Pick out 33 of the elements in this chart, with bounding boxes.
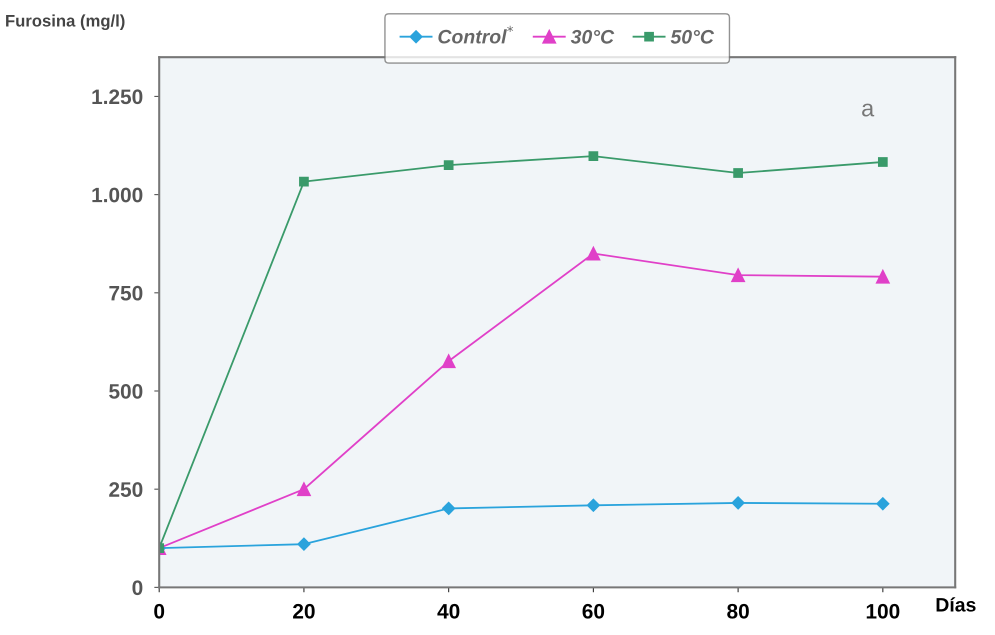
y-tick-label: 1.000 [92, 188, 142, 202]
y-tick-label: 750 [109, 286, 142, 301]
point [876, 270, 890, 284]
point [296, 482, 311, 496]
x-tick-label: 100 [866, 604, 900, 619]
point [731, 268, 746, 282]
x-tick-label: 20 [293, 604, 315, 619]
y-tick-label: 1.250 [92, 89, 142, 104]
x-tick-label: 40 [437, 604, 460, 619]
point [442, 502, 456, 516]
point [732, 496, 745, 510]
x-tick-label: 0 [154, 604, 164, 619]
x-tick-label: 80 [727, 604, 749, 619]
legend-label: Control$^{*}$ [438, 26, 514, 44]
y-axis-title: Furosina (mg/l) [6, 14, 125, 30]
point [299, 176, 309, 187]
y-tick-label: 250 [109, 482, 142, 497]
point [588, 151, 598, 161]
point [878, 157, 888, 167]
point [444, 160, 454, 170]
x-tick-label: 60 [582, 604, 604, 619]
point [733, 168, 743, 178]
legend-label: 30°C [570, 30, 614, 44]
x-axis-title: Días [936, 597, 976, 612]
point [442, 354, 456, 368]
annotation: a [862, 104, 874, 117]
point [586, 498, 600, 512]
point [876, 497, 890, 510]
y-tick-label: 500 [109, 384, 142, 399]
legend-label: 50°C [670, 30, 714, 44]
point [586, 246, 600, 260]
y-tick-label: 0 [132, 580, 142, 596]
point [297, 538, 311, 551]
